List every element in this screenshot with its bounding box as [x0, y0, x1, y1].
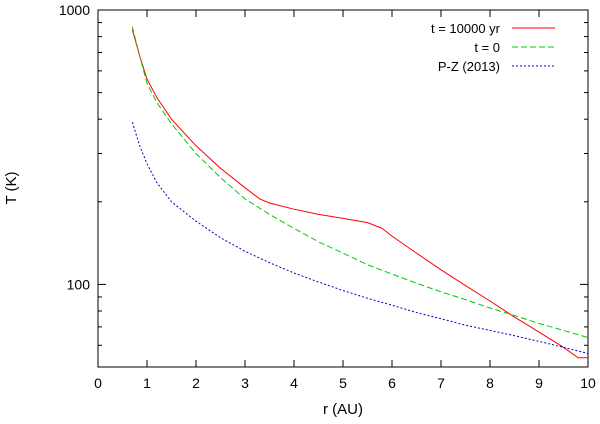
x-axis-title: r (AU) — [323, 401, 363, 418]
x-tick-label: 1 — [143, 375, 151, 391]
legend-label-2: P-Z (2013) — [438, 59, 500, 74]
series-layer — [131, 26, 589, 359]
x-tick-label: 9 — [535, 375, 543, 391]
series-line-1 — [131, 26, 589, 339]
x-tick-label: 8 — [486, 375, 494, 391]
y-tick-label: 1000 — [59, 2, 90, 18]
series-line-2 — [131, 122, 589, 354]
x-tick-label: 4 — [290, 375, 298, 391]
x-tick-label: 3 — [241, 375, 249, 391]
x-tick-label: 0 — [94, 375, 102, 391]
x-tick-label: 6 — [388, 375, 396, 391]
series-line-0 — [131, 29, 588, 359]
plot-frame — [97, 9, 589, 368]
x-tick-label: 10 — [580, 375, 596, 391]
legend-label-0: t = 10000 yr — [431, 21, 501, 36]
x-tick-label: 2 — [192, 375, 200, 391]
x-tick-label: 5 — [339, 375, 347, 391]
legend: t = 10000 yr t = 0 P-Z (2013) — [431, 21, 555, 74]
tick-labels: 0 1 2 3 4 5 6 7 8 9 10 100 1000 — [59, 2, 596, 391]
legend-label-1: t = 0 — [474, 40, 500, 55]
y-axis-title: T (K) — [3, 171, 20, 204]
tick-marks — [97, 9, 589, 367]
x-tick-label: 7 — [437, 375, 445, 391]
y-tick-label: 100 — [67, 276, 91, 292]
